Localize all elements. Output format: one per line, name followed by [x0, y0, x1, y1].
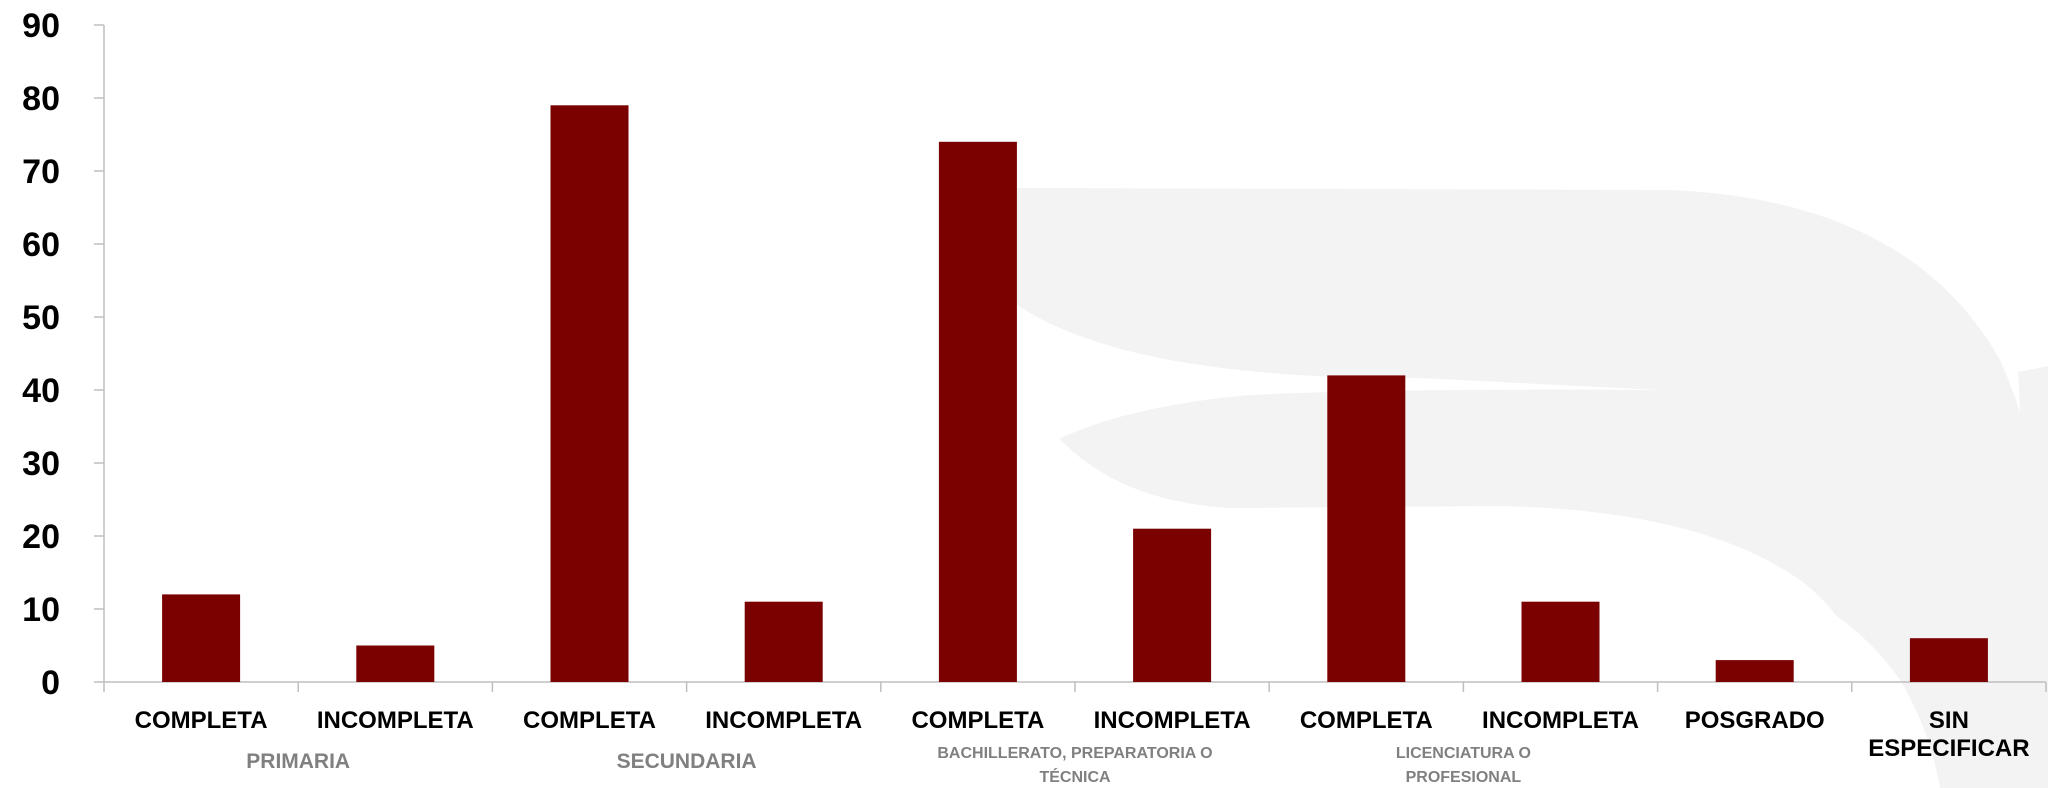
x-category-label: POSGRADO: [1685, 707, 1825, 734]
bar: [162, 594, 241, 682]
y-tick-label: 50: [22, 299, 60, 337]
x-category-label: COMPLETA: [911, 707, 1044, 734]
watermark-shape: [1010, 188, 2048, 788]
x-axis-category-labels: COMPLETA INCOMPLETA COMPLETA INCOMPLETA COMP…: [135, 707, 2030, 762]
x-category-label: INCOMPLETA: [1482, 707, 1639, 734]
bar: [356, 645, 435, 682]
y-tick-label: 60: [22, 226, 60, 264]
x-category-label: SIN ESPECIFICAR: [1868, 707, 2029, 762]
y-tick-label: 80: [22, 80, 60, 118]
bars-group: [162, 105, 1988, 683]
bar: [1909, 638, 1988, 682]
bar: [1133, 528, 1212, 682]
x-group-label: LICENCIATURA O PROFESIONAL: [1396, 745, 1531, 786]
x-category-label: COMPLETA: [1300, 707, 1433, 734]
bar: [550, 105, 629, 683]
y-tick-label: 70: [22, 153, 60, 191]
y-tick-label: 90: [22, 7, 60, 45]
x-axis-group-labels: PRIMARIA SECUNDARIA BACHILLERATO, PREPARAT…: [246, 745, 1531, 786]
y-tick-label: 20: [22, 518, 60, 556]
bar: [1521, 601, 1600, 682]
x-group-label: BACHILLERATO, PREPARATORIA O TÉCNICA: [937, 745, 1212, 786]
y-tick-label: 10: [22, 591, 60, 629]
x-category-label: COMPLETA: [523, 707, 656, 734]
y-tick-label: 30: [22, 445, 60, 483]
y-axis-tick-labels: 0 10 20 30 40 50 60 70 80 90: [22, 7, 60, 702]
bar: [1327, 375, 1406, 682]
x-group-label: PRIMARIA: [246, 750, 350, 773]
bar: [744, 601, 823, 682]
x-category-label: INCOMPLETA: [1094, 707, 1251, 734]
background-watermark-logo: [1010, 188, 2048, 788]
y-tick-label: 0: [41, 664, 60, 702]
y-tick-label: 40: [22, 372, 60, 410]
x-category-label: INCOMPLETA: [317, 707, 474, 734]
bar: [938, 141, 1017, 683]
bar: [1715, 660, 1794, 682]
x-category-label: COMPLETA: [135, 707, 268, 734]
x-category-label: INCOMPLETA: [705, 707, 862, 734]
x-group-label: SECUNDARIA: [617, 750, 757, 773]
